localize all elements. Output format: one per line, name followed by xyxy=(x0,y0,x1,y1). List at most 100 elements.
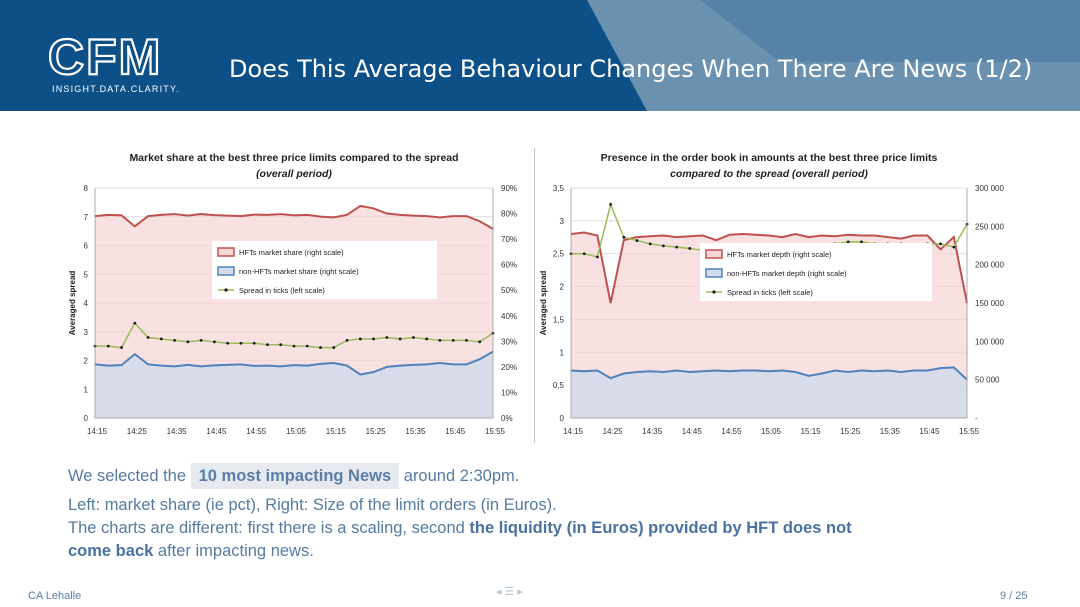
chart-0-spread-point xyxy=(213,340,216,344)
chart-1-left-tick: 1,5 xyxy=(553,315,565,324)
chart-1-left-tick: 3,5 xyxy=(553,184,565,193)
body-line-3-bold: the liquidity (in Euros) provided by HFT… xyxy=(469,519,852,537)
chart-0-left-tick: 6 xyxy=(84,242,89,251)
chart-1-spread-point xyxy=(622,235,626,239)
chart-1-nonhft-line xyxy=(570,366,968,381)
chart-0-spread-point xyxy=(319,346,322,349)
chart-0-spread-point xyxy=(252,341,256,345)
chart-0-spread-point xyxy=(199,338,203,342)
chart-0-right-tick: 20% xyxy=(501,363,517,372)
chart-1-left-tick: 2 xyxy=(560,283,565,292)
footer-page-number: 9 / 25 xyxy=(1000,590,1028,602)
chart-0-title-line2: (overall period) xyxy=(256,168,332,180)
chart-0-spread-point xyxy=(412,336,415,339)
chart-1-nonhft-area xyxy=(571,367,967,418)
chart-0-spread-point xyxy=(398,337,402,341)
chart-0-left-tick: 4 xyxy=(84,299,89,308)
nav-next-icon[interactable]: ▸ xyxy=(517,586,526,598)
chart-0-spread-point xyxy=(451,338,455,342)
chart-0-spread-point xyxy=(385,336,389,339)
chart-1-title-line2: compared to the spread (overall period) xyxy=(670,168,868,180)
slide-navigation[interactable]: ◂☰▸ xyxy=(496,585,526,598)
chart-0-legend-label: non-HFTs market share (right scale) xyxy=(239,267,359,276)
chart-0-legend-label: Spread in ticks (left scale) xyxy=(239,286,325,295)
highlight-news-count: 10 most impacting News xyxy=(190,463,400,489)
body-line-4-bold: come back xyxy=(68,542,154,560)
chart-1-spread-point xyxy=(662,244,665,248)
nav-prev-icon[interactable]: ◂ xyxy=(496,586,505,598)
chart-0-spread-point xyxy=(226,341,230,345)
chart-0-right-tick: 80% xyxy=(501,210,517,219)
chart-1-right-tick: 200 000 xyxy=(975,261,1004,270)
chart-0-spread-point xyxy=(345,338,349,342)
chart-1-title-line1: Presence in the order book in amounts at… xyxy=(601,152,938,164)
chart-1-x-tick: 14:25 xyxy=(603,427,624,436)
slide-title: Does This Average Behaviour Changes When… xyxy=(229,55,1033,83)
chart-0-x-tick: 14:25 xyxy=(127,427,148,436)
chart-1-right-tick: 50 000 xyxy=(975,376,1000,385)
chart-1-spread-point xyxy=(675,245,678,249)
chart-1-spread-point xyxy=(635,239,639,242)
chart-0-nonhft-area xyxy=(95,351,493,418)
chart-0-spread-point xyxy=(425,337,429,341)
chart-1-spread-point xyxy=(596,255,599,259)
chart-0-right-tick: 70% xyxy=(501,235,517,244)
right-chart: Presence in the order book in amounts at… xyxy=(540,152,1004,436)
slide-header: CFM INSIGHT.DATA.CLARITY. Does This Aver… xyxy=(0,0,1080,111)
nav-menu-icon[interactable]: ☰ xyxy=(504,586,518,598)
chart-1-x-tick: 14:55 xyxy=(721,427,742,436)
chart-0-x-tick: 15:35 xyxy=(405,427,426,436)
chart-1-right-tick: 150 000 xyxy=(975,299,1004,308)
chart-1-right-tick: 300 000 xyxy=(975,184,1004,193)
chart-1-x-tick: 14:45 xyxy=(682,427,703,436)
chart-0-spread-point xyxy=(372,337,375,341)
chart-0-spread-point xyxy=(146,336,150,339)
body-line-1-pre: We selected the xyxy=(68,467,187,485)
chart-divider xyxy=(534,148,535,443)
chart-1-x-tick: 15:35 xyxy=(880,427,901,436)
body-line-3-pre: The charts are different: first there is… xyxy=(68,519,465,537)
chart-0-right-tick: 90% xyxy=(501,184,517,193)
chart-0-spread-point xyxy=(478,340,482,344)
body-line-2: Left: market share (ie pct), Right: Size… xyxy=(68,496,557,514)
footer-author: CA Lehalle xyxy=(28,590,82,602)
chart-1-spread-point xyxy=(860,240,863,244)
chart-1-left-tick: 3 xyxy=(560,217,565,226)
chart-1-left-tick: 2,5 xyxy=(553,250,565,259)
chart-1-ylabel: Averaged spread xyxy=(540,271,548,336)
cfm-logo: CFM xyxy=(48,28,162,86)
chart-0-right-tick: 50% xyxy=(501,286,517,295)
chart-0-spread-point xyxy=(332,346,336,349)
chart-1-left-tick: 0,5 xyxy=(553,381,565,390)
chart-0-right-tick: 0% xyxy=(501,414,513,423)
chart-0-left-tick: 0 xyxy=(84,414,89,423)
chart-0-spread-point xyxy=(120,346,123,349)
chart-0-legend-swatch xyxy=(217,266,235,276)
logo-text: CFM xyxy=(48,29,162,85)
body-line-3: The charts are different: first there is… xyxy=(68,519,852,538)
body-line-1: We selected the 10 most impacting News a… xyxy=(68,463,519,489)
chart-0-legend-label: HFTs market share (right scale) xyxy=(239,248,344,257)
chart-1-legend-label: non-HFTs market depth (right scale) xyxy=(727,269,847,278)
body-line-4-post: after impacting news. xyxy=(157,542,314,560)
chart-1-right-tick: - xyxy=(975,414,978,423)
body-line-4: come back after impacting news. xyxy=(68,542,314,561)
logo-tagline: INSIGHT.DATA.CLARITY. xyxy=(52,84,180,94)
chart-0-spread-point xyxy=(358,337,362,341)
chart-0-right-tick: 30% xyxy=(501,337,517,346)
chart-0-hft-line xyxy=(94,204,494,230)
chart-0-nonhft-line xyxy=(94,350,494,376)
chart-0-x-tick: 15:45 xyxy=(445,427,466,436)
chart-0-left-tick: 5 xyxy=(84,270,89,279)
chart-0-x-tick: 15:25 xyxy=(366,427,387,436)
chart-1-spread-point xyxy=(952,245,956,249)
chart-0-spread-point xyxy=(106,344,110,348)
chart-1-spread-point xyxy=(582,252,586,256)
chart-0-left-tick: 1 xyxy=(84,385,89,394)
chart-1-hft-line xyxy=(570,231,968,304)
chart-0-spread-point xyxy=(239,341,243,345)
chart-1-legend-label: Spread in ticks (left scale) xyxy=(727,288,813,297)
chart-0-right-tick: 40% xyxy=(501,312,517,321)
chart-0-spread-point xyxy=(266,343,269,347)
chart-0-legend-swatch xyxy=(217,247,235,257)
